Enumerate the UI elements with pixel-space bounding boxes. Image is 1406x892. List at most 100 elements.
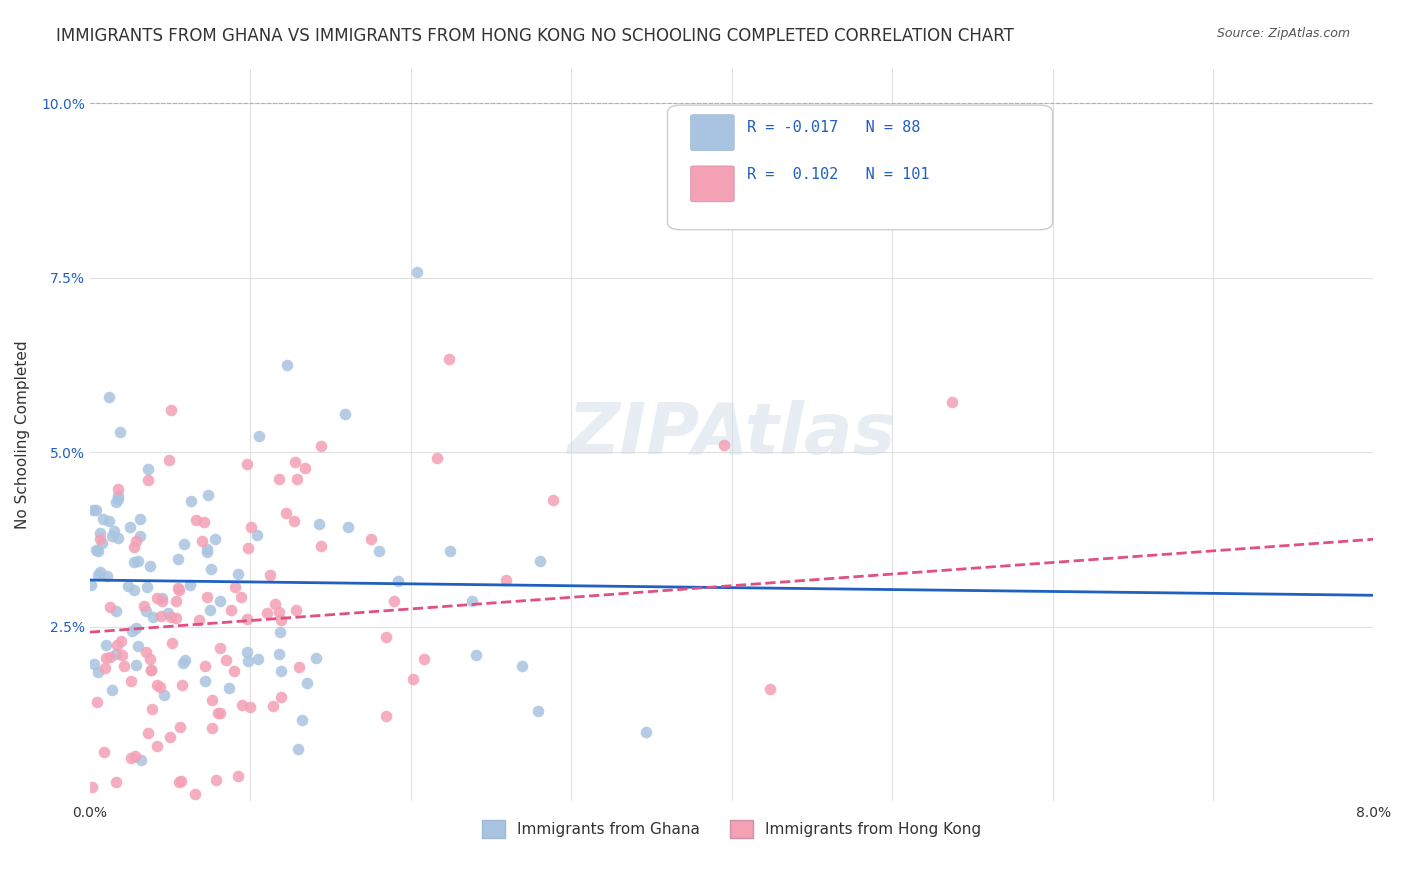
Point — [759, 681, 782, 696]
Point — [121, 624, 143, 639]
Point — [100, 683, 122, 698]
Point — [236, 654, 259, 668]
Point — [337, 520, 360, 534]
Point — [87, 543, 110, 558]
Text: ZIPAtlas: ZIPAtlas — [568, 401, 896, 469]
Point — [287, 742, 309, 756]
Point — [294, 461, 316, 475]
Point — [105, 775, 128, 789]
Point — [89, 525, 111, 540]
Point — [79, 578, 101, 592]
Text: R =  0.102   N = 101: R = 0.102 N = 101 — [747, 167, 929, 182]
Point — [270, 690, 292, 704]
Point — [195, 541, 218, 556]
Point — [197, 488, 219, 502]
Point — [153, 689, 176, 703]
Point — [512, 659, 534, 673]
Point — [267, 472, 290, 486]
Point — [146, 591, 169, 605]
Point — [406, 264, 429, 278]
Point — [146, 678, 169, 692]
Text: Source: ZipAtlas.com: Source: ZipAtlas.com — [1216, 27, 1350, 40]
Point — [288, 660, 311, 674]
Point — [98, 514, 121, 528]
Point — [276, 358, 298, 372]
Point — [413, 652, 436, 666]
Point — [165, 594, 187, 608]
Point — [465, 648, 488, 662]
Point — [114, 659, 136, 673]
Legend: Immigrants from Ghana, Immigrants from Hong Kong: Immigrants from Ghana, Immigrants from H… — [475, 814, 987, 845]
Point — [246, 528, 269, 542]
Point — [495, 573, 517, 587]
Point — [541, 492, 564, 507]
Point — [270, 664, 292, 678]
Point — [167, 582, 190, 597]
Point — [132, 599, 155, 614]
Point — [173, 537, 195, 551]
Y-axis label: No Schooling Completed: No Schooling Completed — [15, 341, 30, 529]
Point — [215, 653, 238, 667]
Point — [131, 753, 153, 767]
Point — [236, 457, 259, 471]
Point — [122, 540, 145, 554]
Point — [125, 621, 148, 635]
Point — [104, 647, 127, 661]
Point — [311, 439, 333, 453]
Point — [100, 600, 122, 615]
Point — [259, 567, 281, 582]
Point — [236, 612, 259, 626]
Point — [368, 543, 391, 558]
Point — [193, 515, 215, 529]
Point — [127, 554, 149, 568]
Point — [160, 610, 183, 624]
Point — [194, 658, 217, 673]
FancyBboxPatch shape — [690, 115, 734, 151]
Point — [146, 739, 169, 754]
Point — [105, 638, 128, 652]
Point — [207, 706, 229, 720]
Point — [231, 698, 253, 712]
Point — [89, 566, 111, 580]
Point — [309, 539, 332, 553]
Point — [100, 528, 122, 542]
Point — [205, 772, 228, 787]
Point — [184, 513, 207, 527]
Point — [197, 590, 219, 604]
Point — [224, 580, 246, 594]
Point — [439, 544, 461, 558]
Point — [120, 751, 142, 765]
Point — [308, 517, 330, 532]
Point — [226, 567, 249, 582]
Point — [152, 591, 174, 605]
Point — [529, 554, 551, 568]
FancyBboxPatch shape — [690, 166, 734, 202]
Point — [179, 577, 201, 591]
Point — [83, 657, 105, 672]
Point — [240, 520, 263, 534]
Point — [157, 453, 180, 467]
Point — [120, 673, 142, 688]
Point — [142, 610, 165, 624]
Point — [426, 451, 449, 466]
Point — [122, 555, 145, 569]
Point — [209, 706, 232, 721]
Point — [159, 730, 181, 744]
Point — [527, 704, 550, 718]
Point — [86, 695, 108, 709]
Point — [167, 775, 190, 789]
Point — [150, 594, 173, 608]
Point — [269, 624, 291, 639]
Point — [107, 492, 129, 507]
Point — [149, 609, 172, 624]
Point — [333, 407, 356, 421]
Point — [200, 692, 222, 706]
Point — [107, 531, 129, 545]
Point — [239, 700, 262, 714]
Text: R = -0.017   N = 88: R = -0.017 N = 88 — [747, 120, 921, 135]
Point — [200, 561, 222, 575]
Point — [98, 390, 121, 404]
Point — [209, 594, 232, 608]
Point — [402, 672, 425, 686]
Point — [285, 602, 308, 616]
